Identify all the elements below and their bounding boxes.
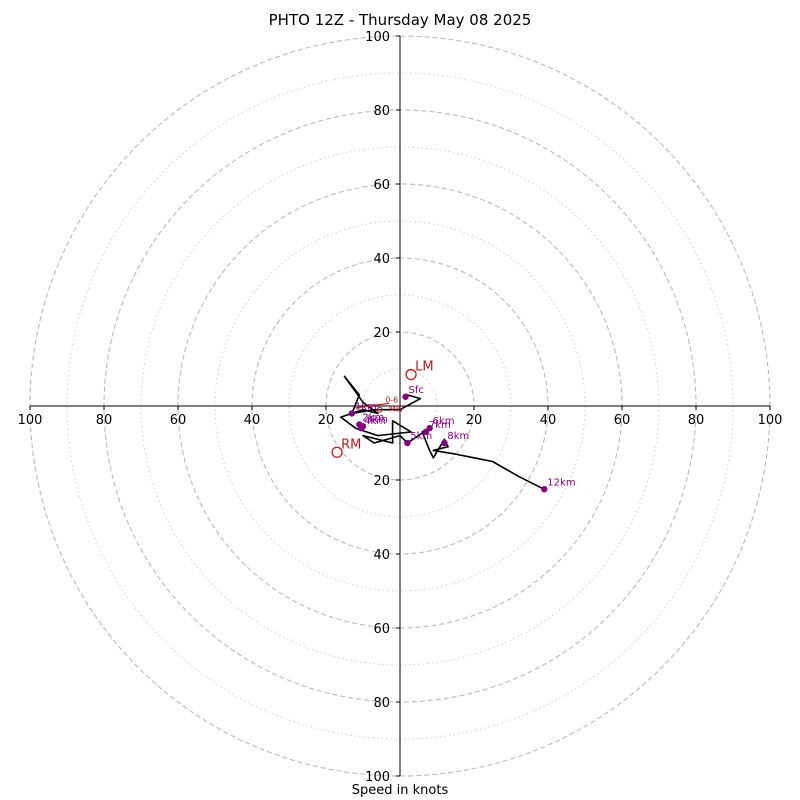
level-label: 3km (366, 414, 388, 425)
level-point (348, 410, 356, 417)
storm-motion-label: RM (341, 437, 361, 452)
level-label: 8km (447, 431, 469, 442)
y-tick-label: 60 (373, 622, 390, 637)
level-point (402, 393, 409, 400)
x-tick-label: 20 (466, 413, 483, 428)
x-tick-label: 40 (244, 413, 261, 428)
x-tick-label: 20 (318, 413, 335, 428)
level-label: 12km (547, 477, 575, 488)
level-label: 1km (355, 401, 377, 412)
x-tick-label: 100 (18, 413, 43, 428)
mean-wind-label: MW (389, 405, 404, 414)
y-tick-label: 40 (373, 252, 390, 267)
y-tick-label: 40 (373, 548, 390, 563)
level-point (357, 425, 365, 432)
storm-motion-label: LM (415, 360, 433, 375)
x-tick-label: 80 (688, 413, 705, 428)
level-point (541, 486, 548, 493)
mean-wind-line (355, 402, 389, 409)
y-tick-label: 80 (373, 104, 390, 119)
level-label: 2km (362, 413, 384, 424)
level-point (441, 439, 448, 447)
level-label: 4km (364, 416, 386, 427)
y-tick-label: 100 (365, 30, 390, 45)
level-label: 7km (429, 420, 451, 431)
level-point (404, 439, 411, 447)
level-label: 5km (410, 431, 432, 442)
x-tick-label: 80 (96, 413, 113, 428)
y-tick-label: 20 (373, 326, 390, 341)
y-tick-label: 60 (373, 178, 390, 193)
y-tick-label: 20 (373, 474, 390, 489)
x-axis-label: Speed in knots (351, 783, 449, 798)
x-tick-label: 60 (614, 413, 631, 428)
x-tick-label: 40 (540, 413, 557, 428)
x-tick-label: 100 (758, 413, 783, 428)
level-point (422, 428, 430, 436)
storm-motion-marker (331, 446, 343, 458)
storm-motion-marker (405, 368, 417, 381)
y-tick-label: 80 (373, 696, 390, 711)
level-label: Sfc (409, 385, 424, 396)
hodograph-trace (339, 375, 545, 491)
y-tick-label: 100 (365, 770, 390, 785)
mean-wind-label: 0-6 (385, 395, 398, 404)
mean-wind-marker (376, 406, 383, 413)
x-tick-label: 60 (170, 413, 187, 428)
chart-title: PHTO 12Z - Thursday May 08 2025 (268, 11, 532, 29)
level-label: 6km (433, 416, 455, 427)
